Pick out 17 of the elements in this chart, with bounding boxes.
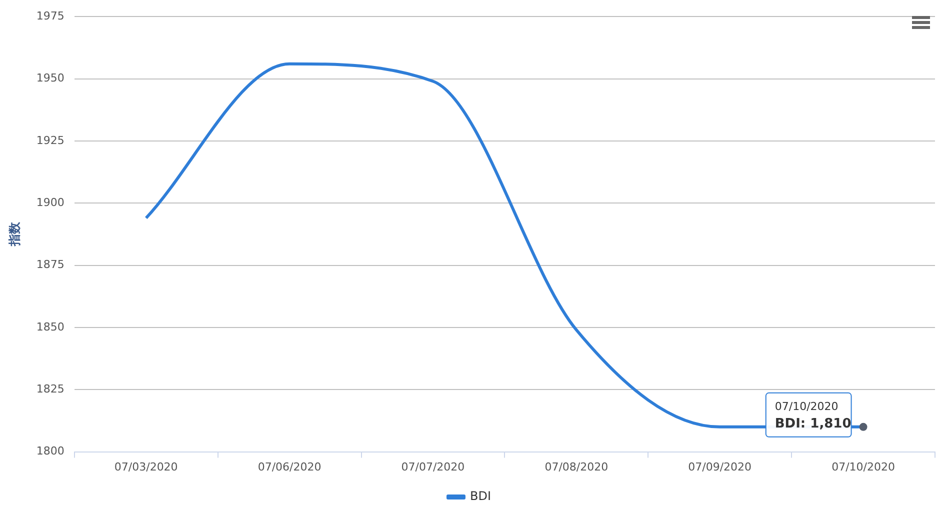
- legend-label: BDI: [470, 489, 492, 504]
- y-tick-label: 1875: [36, 258, 64, 272]
- x-tick-label: 07/06/2020: [258, 460, 322, 474]
- x-tick-label: 07/10/2020: [832, 460, 895, 474]
- y-tick-label: 1800: [36, 444, 64, 458]
- x-tick-label: 07/07/2020: [401, 460, 465, 474]
- y-tick-label: 1975: [36, 9, 64, 22]
- y-tick-label: 1925: [36, 134, 64, 147]
- y-tick-label: 1850: [36, 320, 64, 334]
- y-tick-label: 1900: [36, 196, 64, 209]
- x-tick-label: 07/08/2020: [544, 460, 608, 474]
- y-tick-label: 1950: [36, 72, 64, 85]
- x-tick-label: 07/03/2020: [114, 460, 178, 474]
- annotation: 07/10/2020 BDI: 1,810: [774, 400, 852, 432]
- x-tick-label: 07/09/2020: [688, 460, 752, 474]
- y-tick-label: 1825: [36, 382, 64, 396]
- y-axis-title: 指数: [7, 221, 22, 248]
